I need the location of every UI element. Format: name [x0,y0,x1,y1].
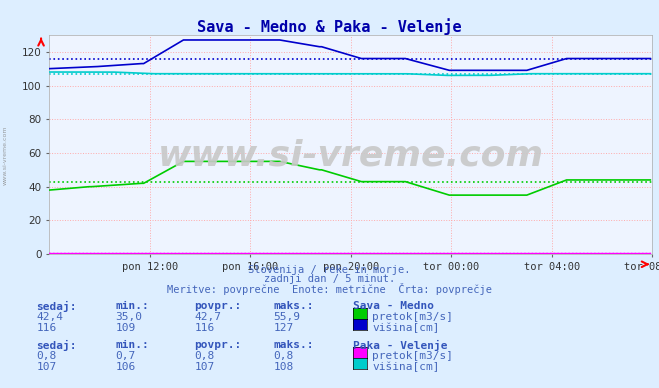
Text: višina[cm]: višina[cm] [372,323,440,333]
Text: maks.:: maks.: [273,301,314,311]
Text: 116: 116 [194,323,215,333]
Text: 107: 107 [36,362,57,372]
Text: sedaj:: sedaj: [36,340,76,350]
Text: Sava - Medno: Sava - Medno [353,301,434,311]
Text: maks.:: maks.: [273,340,314,350]
Text: min.:: min.: [115,340,149,350]
Text: Paka - Velenje: Paka - Velenje [353,340,447,350]
Text: 127: 127 [273,323,294,333]
Text: 0,8: 0,8 [273,351,294,361]
Text: 35,0: 35,0 [115,312,142,322]
Text: Meritve: povprečne  Enote: metrične  Črta: povprečje: Meritve: povprečne Enote: metrične Črta:… [167,283,492,295]
Text: 0,8: 0,8 [36,351,57,361]
Text: 109: 109 [115,323,136,333]
Text: zadnji dan / 5 minut.: zadnji dan / 5 minut. [264,274,395,284]
Text: 107: 107 [194,362,215,372]
Text: Slovenija / reke in morje.: Slovenija / reke in morje. [248,265,411,275]
Text: 116: 116 [36,323,57,333]
Text: 42,4: 42,4 [36,312,63,322]
Text: 0,8: 0,8 [194,351,215,361]
Text: min.:: min.: [115,301,149,311]
Text: 106: 106 [115,362,136,372]
Text: višina[cm]: višina[cm] [372,362,440,372]
Text: 42,7: 42,7 [194,312,221,322]
Text: 55,9: 55,9 [273,312,301,322]
Text: Sava - Medno & Paka - Velenje: Sava - Medno & Paka - Velenje [197,19,462,35]
Text: pretok[m3/s]: pretok[m3/s] [372,312,453,322]
Text: povpr.:: povpr.: [194,301,242,311]
Text: 0,7: 0,7 [115,351,136,361]
Text: pretok[m3/s]: pretok[m3/s] [372,351,453,361]
Text: povpr.:: povpr.: [194,340,242,350]
Text: 108: 108 [273,362,294,372]
Text: www.si-vreme.com: www.si-vreme.com [158,139,544,173]
Text: sedaj:: sedaj: [36,301,76,312]
Text: www.si-vreme.com: www.si-vreme.com [3,125,8,185]
